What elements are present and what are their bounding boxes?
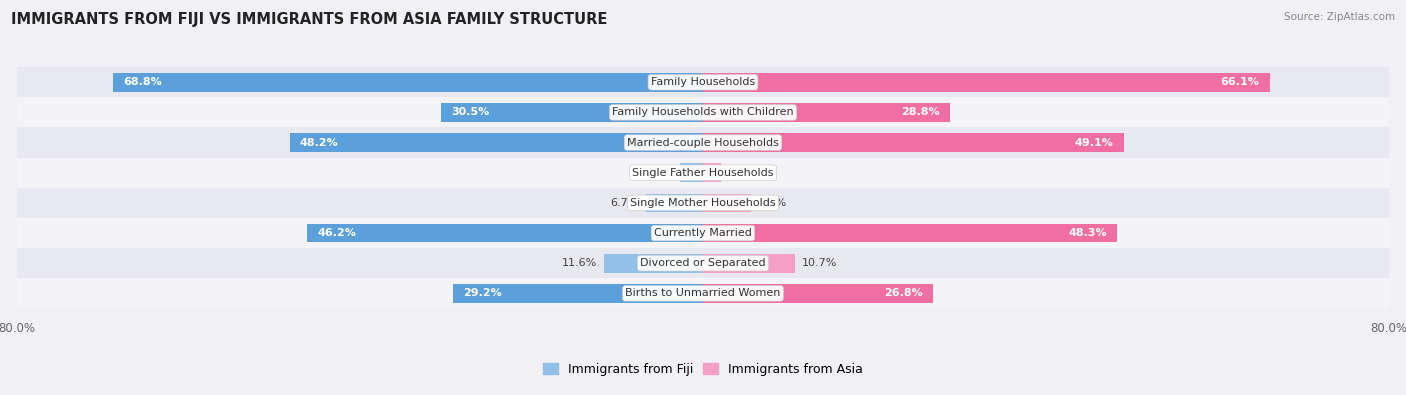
Bar bbox=[703, 284, 932, 303]
Bar bbox=[703, 73, 1270, 92]
Text: 29.2%: 29.2% bbox=[463, 288, 502, 298]
Text: 10.7%: 10.7% bbox=[801, 258, 837, 268]
Text: 26.8%: 26.8% bbox=[884, 288, 922, 298]
Text: Divorced or Separated: Divorced or Separated bbox=[640, 258, 766, 268]
Text: Births to Unmarried Women: Births to Unmarried Women bbox=[626, 288, 780, 298]
Bar bbox=[703, 194, 751, 212]
FancyBboxPatch shape bbox=[17, 188, 1389, 218]
Text: Family Households: Family Households bbox=[651, 77, 755, 87]
Text: 2.1%: 2.1% bbox=[728, 168, 756, 178]
FancyBboxPatch shape bbox=[17, 67, 1389, 97]
Bar bbox=[441, 103, 703, 122]
Text: 28.8%: 28.8% bbox=[901, 107, 939, 117]
Bar bbox=[703, 224, 1118, 243]
Bar bbox=[681, 164, 703, 182]
Text: 30.5%: 30.5% bbox=[451, 107, 489, 117]
Bar bbox=[645, 194, 703, 212]
Legend: Immigrants from Fiji, Immigrants from Asia: Immigrants from Fiji, Immigrants from As… bbox=[538, 359, 868, 380]
FancyBboxPatch shape bbox=[17, 278, 1389, 308]
Text: Single Father Households: Single Father Households bbox=[633, 168, 773, 178]
Text: 48.2%: 48.2% bbox=[299, 137, 339, 148]
Bar bbox=[112, 73, 703, 92]
Text: 48.3%: 48.3% bbox=[1069, 228, 1107, 238]
Text: 68.8%: 68.8% bbox=[124, 77, 162, 87]
FancyBboxPatch shape bbox=[17, 97, 1389, 128]
Text: Single Mother Households: Single Mother Households bbox=[630, 198, 776, 208]
Text: 49.1%: 49.1% bbox=[1076, 137, 1114, 148]
Text: 66.1%: 66.1% bbox=[1220, 77, 1260, 87]
Bar bbox=[290, 133, 703, 152]
FancyBboxPatch shape bbox=[17, 128, 1389, 158]
Text: IMMIGRANTS FROM FIJI VS IMMIGRANTS FROM ASIA FAMILY STRUCTURE: IMMIGRANTS FROM FIJI VS IMMIGRANTS FROM … bbox=[11, 12, 607, 27]
Text: 11.6%: 11.6% bbox=[561, 258, 596, 268]
FancyBboxPatch shape bbox=[17, 158, 1389, 188]
Bar bbox=[453, 284, 703, 303]
Bar bbox=[703, 164, 721, 182]
Text: Married-couple Households: Married-couple Households bbox=[627, 137, 779, 148]
Bar bbox=[307, 224, 703, 243]
Bar bbox=[603, 254, 703, 273]
Text: Family Households with Children: Family Households with Children bbox=[612, 107, 794, 117]
FancyBboxPatch shape bbox=[17, 218, 1389, 248]
Text: Source: ZipAtlas.com: Source: ZipAtlas.com bbox=[1284, 12, 1395, 22]
Text: 2.7%: 2.7% bbox=[644, 168, 673, 178]
Text: 46.2%: 46.2% bbox=[316, 228, 356, 238]
Bar bbox=[703, 133, 1125, 152]
Bar bbox=[703, 254, 794, 273]
Text: 6.7%: 6.7% bbox=[610, 198, 638, 208]
FancyBboxPatch shape bbox=[17, 248, 1389, 278]
Bar bbox=[703, 103, 950, 122]
Text: 5.6%: 5.6% bbox=[758, 198, 786, 208]
Text: Currently Married: Currently Married bbox=[654, 228, 752, 238]
